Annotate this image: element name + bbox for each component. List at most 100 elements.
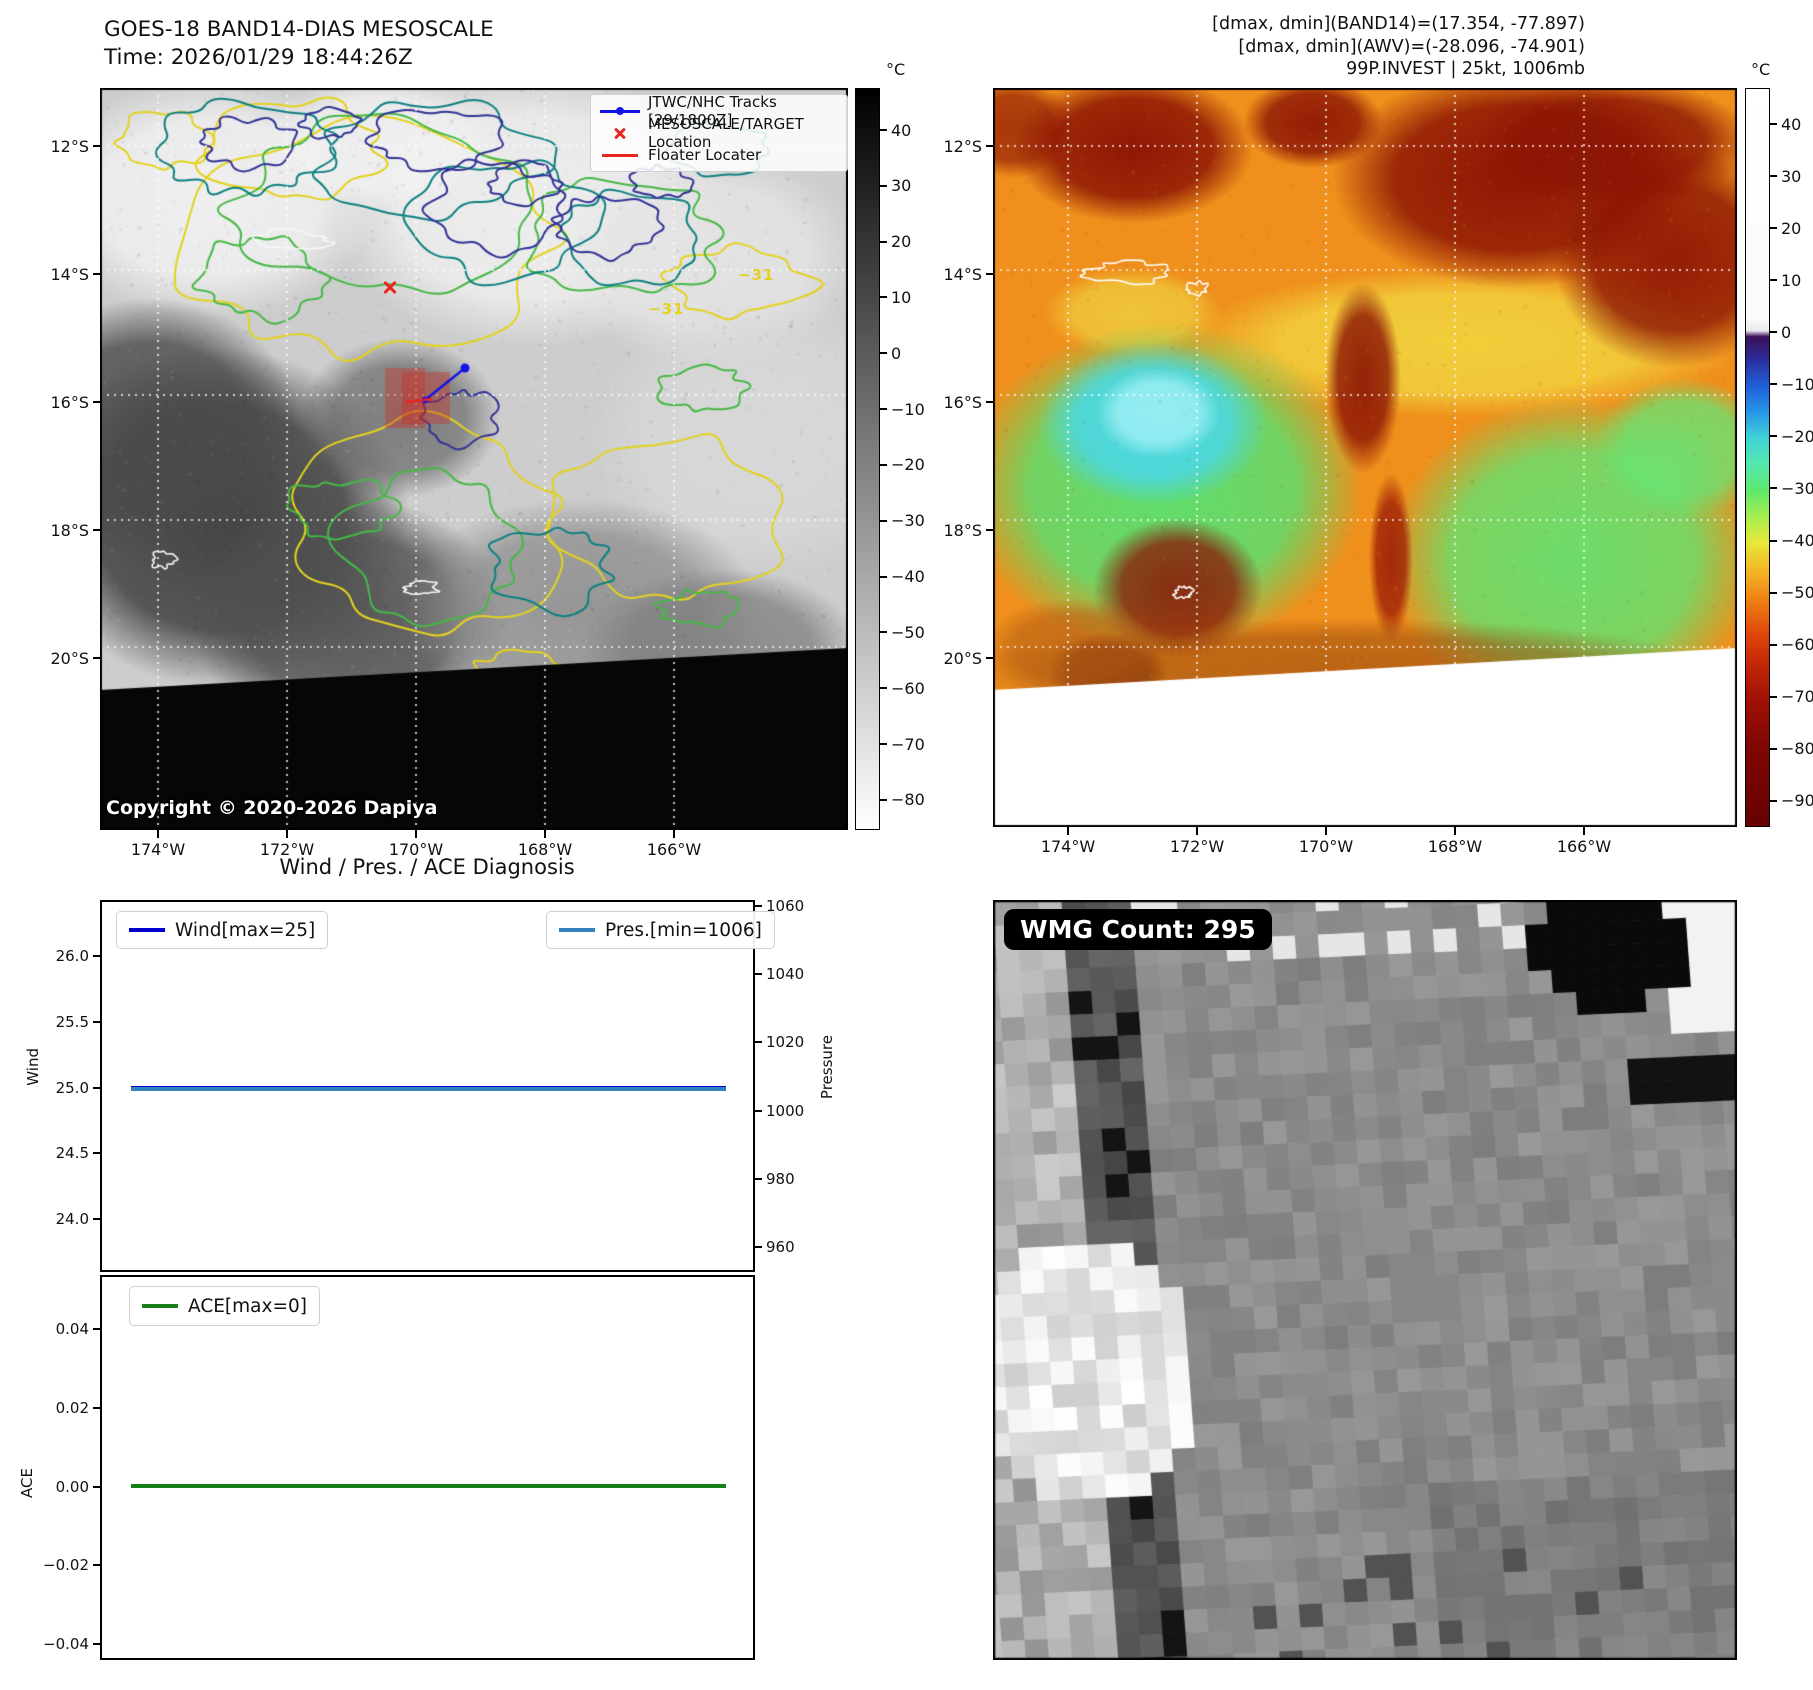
lat-tick-label: 16°S — [943, 392, 982, 412]
y-tick: 26.0 — [28, 947, 100, 965]
lon-tick-label: 170°W — [388, 840, 444, 859]
lon-tick: 170°W — [1286, 827, 1366, 856]
y-tick-label: 25.5 — [55, 1012, 89, 1031]
y-tick: 980 — [755, 1170, 835, 1188]
lon-tick: 174°W — [1028, 827, 1108, 856]
tick-mark — [93, 1485, 100, 1488]
lat-tick: 18°S — [921, 519, 993, 541]
lon-tick-label: 168°W — [517, 840, 573, 859]
tick-mark — [986, 657, 993, 659]
red-line-icon — [600, 148, 640, 162]
colorbar-tick-label: −90 — [1781, 791, 1813, 811]
y-tick-label: 24.0 — [55, 1210, 89, 1228]
colorbar-tick-label: 10 — [1781, 270, 1802, 290]
colorbar-tick: −90 — [1770, 791, 1813, 811]
pressure-legend: Pres.[min=1006] — [546, 911, 775, 949]
tl-map-legend: JTWC/NHC Tracks [29/1800Z] MESOSCALE/TAR… — [590, 93, 848, 172]
tr-header: [dmax, dmin](BAND14)=(17.354, -77.897) [d… — [1085, 13, 1585, 81]
awv-map-canvas — [993, 88, 1737, 827]
wind-legend-label: Wind[max=25] — [175, 919, 316, 941]
tick-mark — [986, 529, 993, 531]
lat-tick: 12°S — [921, 135, 993, 157]
tick-mark — [93, 1086, 100, 1089]
tick-mark — [93, 1564, 100, 1567]
wind-legend: Wind[max=25] — [116, 911, 329, 949]
tick-mark — [1770, 279, 1777, 282]
tick-mark — [1770, 487, 1777, 490]
lat-tick-label: 20°S — [50, 648, 89, 668]
tick-mark — [93, 529, 100, 531]
legend-label-floater: Floater Locater — [648, 146, 762, 164]
mesoscale-target-x-marker — [382, 279, 398, 295]
tl-title-line1: GOES-18 BAND14-DIAS MESOSCALE — [104, 17, 494, 42]
tick-mark — [1770, 747, 1777, 750]
colorbar-tick-label: 40 — [1781, 114, 1802, 134]
colorbar-tick-label: 30 — [891, 176, 912, 196]
tick-mark — [93, 1406, 100, 1409]
colorbar-tick: 30 — [880, 176, 950, 196]
tr-colorbar — [1745, 88, 1770, 827]
colorbar-tick-label: 40 — [891, 120, 912, 140]
tick-mark — [93, 145, 100, 147]
colorbar-tick-label: 20 — [891, 232, 912, 252]
pressure-line-icon — [559, 928, 595, 932]
y-tick-label: −0.04 — [43, 1635, 89, 1653]
lon-tick-label: 174°W — [1040, 837, 1096, 856]
lon-tick: 172°W — [1157, 827, 1237, 856]
tick-mark — [286, 830, 288, 838]
lat-tick-label: 14°S — [50, 264, 89, 284]
colorbar-tick: 40 — [1770, 114, 1813, 134]
tick-mark — [1770, 435, 1777, 438]
y-tick-label: 26.0 — [55, 947, 89, 965]
ace-line-icon — [142, 1304, 178, 1308]
tick-mark — [1770, 331, 1777, 334]
colorbar-tick: −70 — [1770, 687, 1813, 707]
tl-title: GOES-18 BAND14-DIAS MESOSCALE Time: 2026… — [104, 16, 494, 72]
y-tick-label: 0.02 — [55, 1398, 89, 1417]
lon-tick: 172°W — [247, 830, 327, 859]
tick-mark — [880, 296, 887, 299]
tick-mark — [986, 273, 993, 275]
ace-subplot — [100, 1275, 755, 1660]
lat-tick: 20°S — [28, 647, 100, 669]
tick-mark — [1196, 827, 1198, 835]
lat-tick: 20°S — [921, 647, 993, 669]
ace-line — [131, 1484, 726, 1488]
tick-mark — [157, 830, 159, 838]
colorbar-tick: −30 — [1770, 478, 1813, 498]
colorbar-tick: 20 — [1770, 218, 1813, 238]
tick-mark — [755, 1041, 762, 1044]
y-tick: 1060 — [755, 897, 835, 915]
colorbar-tick-label: 30 — [1781, 166, 1802, 186]
y-tick: 0.00 — [22, 1478, 100, 1496]
tick-mark — [415, 830, 417, 838]
tick-mark — [1583, 827, 1585, 835]
lat-tick-label: 14°S — [943, 264, 982, 284]
tick-mark — [93, 1643, 100, 1645]
tick-mark — [1325, 827, 1327, 835]
tick-mark — [755, 1245, 762, 1248]
colorbar-tick: −60 — [880, 678, 950, 698]
y-tick-label: −0.02 — [43, 1556, 89, 1575]
tick-mark — [880, 687, 887, 690]
lat-tick-label: 12°S — [50, 136, 89, 156]
lat-tick: 12°S — [28, 135, 100, 157]
y-tick-label: 1020 — [766, 1033, 805, 1052]
legend-label-tracks: JTWC/NHC Tracks [29/1800Z] — [648, 93, 777, 129]
colorbar-tick-label: −30 — [891, 511, 925, 531]
colorbar-tick: −60 — [1770, 635, 1813, 655]
tick-mark — [544, 830, 546, 838]
colorbar-tick: −10 — [880, 399, 950, 419]
wind-y-axis: 26.0 25.5 25.0 24.5 24.0 — [28, 947, 100, 1228]
tick-mark — [755, 905, 762, 907]
lat-tick: 14°S — [28, 263, 100, 285]
lat-tick-label: 20°S — [943, 648, 982, 668]
colorbar-tick: 0 — [1770, 322, 1813, 342]
tick-mark — [93, 1020, 100, 1023]
tl-title-line2: Time: 2026/01/29 18:44:26Z — [104, 45, 413, 70]
tick-mark — [986, 145, 993, 147]
tr-lat-axis: 12°S 14°S 16°S 18°S 20°S — [921, 135, 993, 669]
tick-mark — [880, 631, 887, 634]
colorbar-tick: 30 — [1770, 166, 1813, 186]
colorbar-tick-label: −60 — [891, 678, 925, 698]
